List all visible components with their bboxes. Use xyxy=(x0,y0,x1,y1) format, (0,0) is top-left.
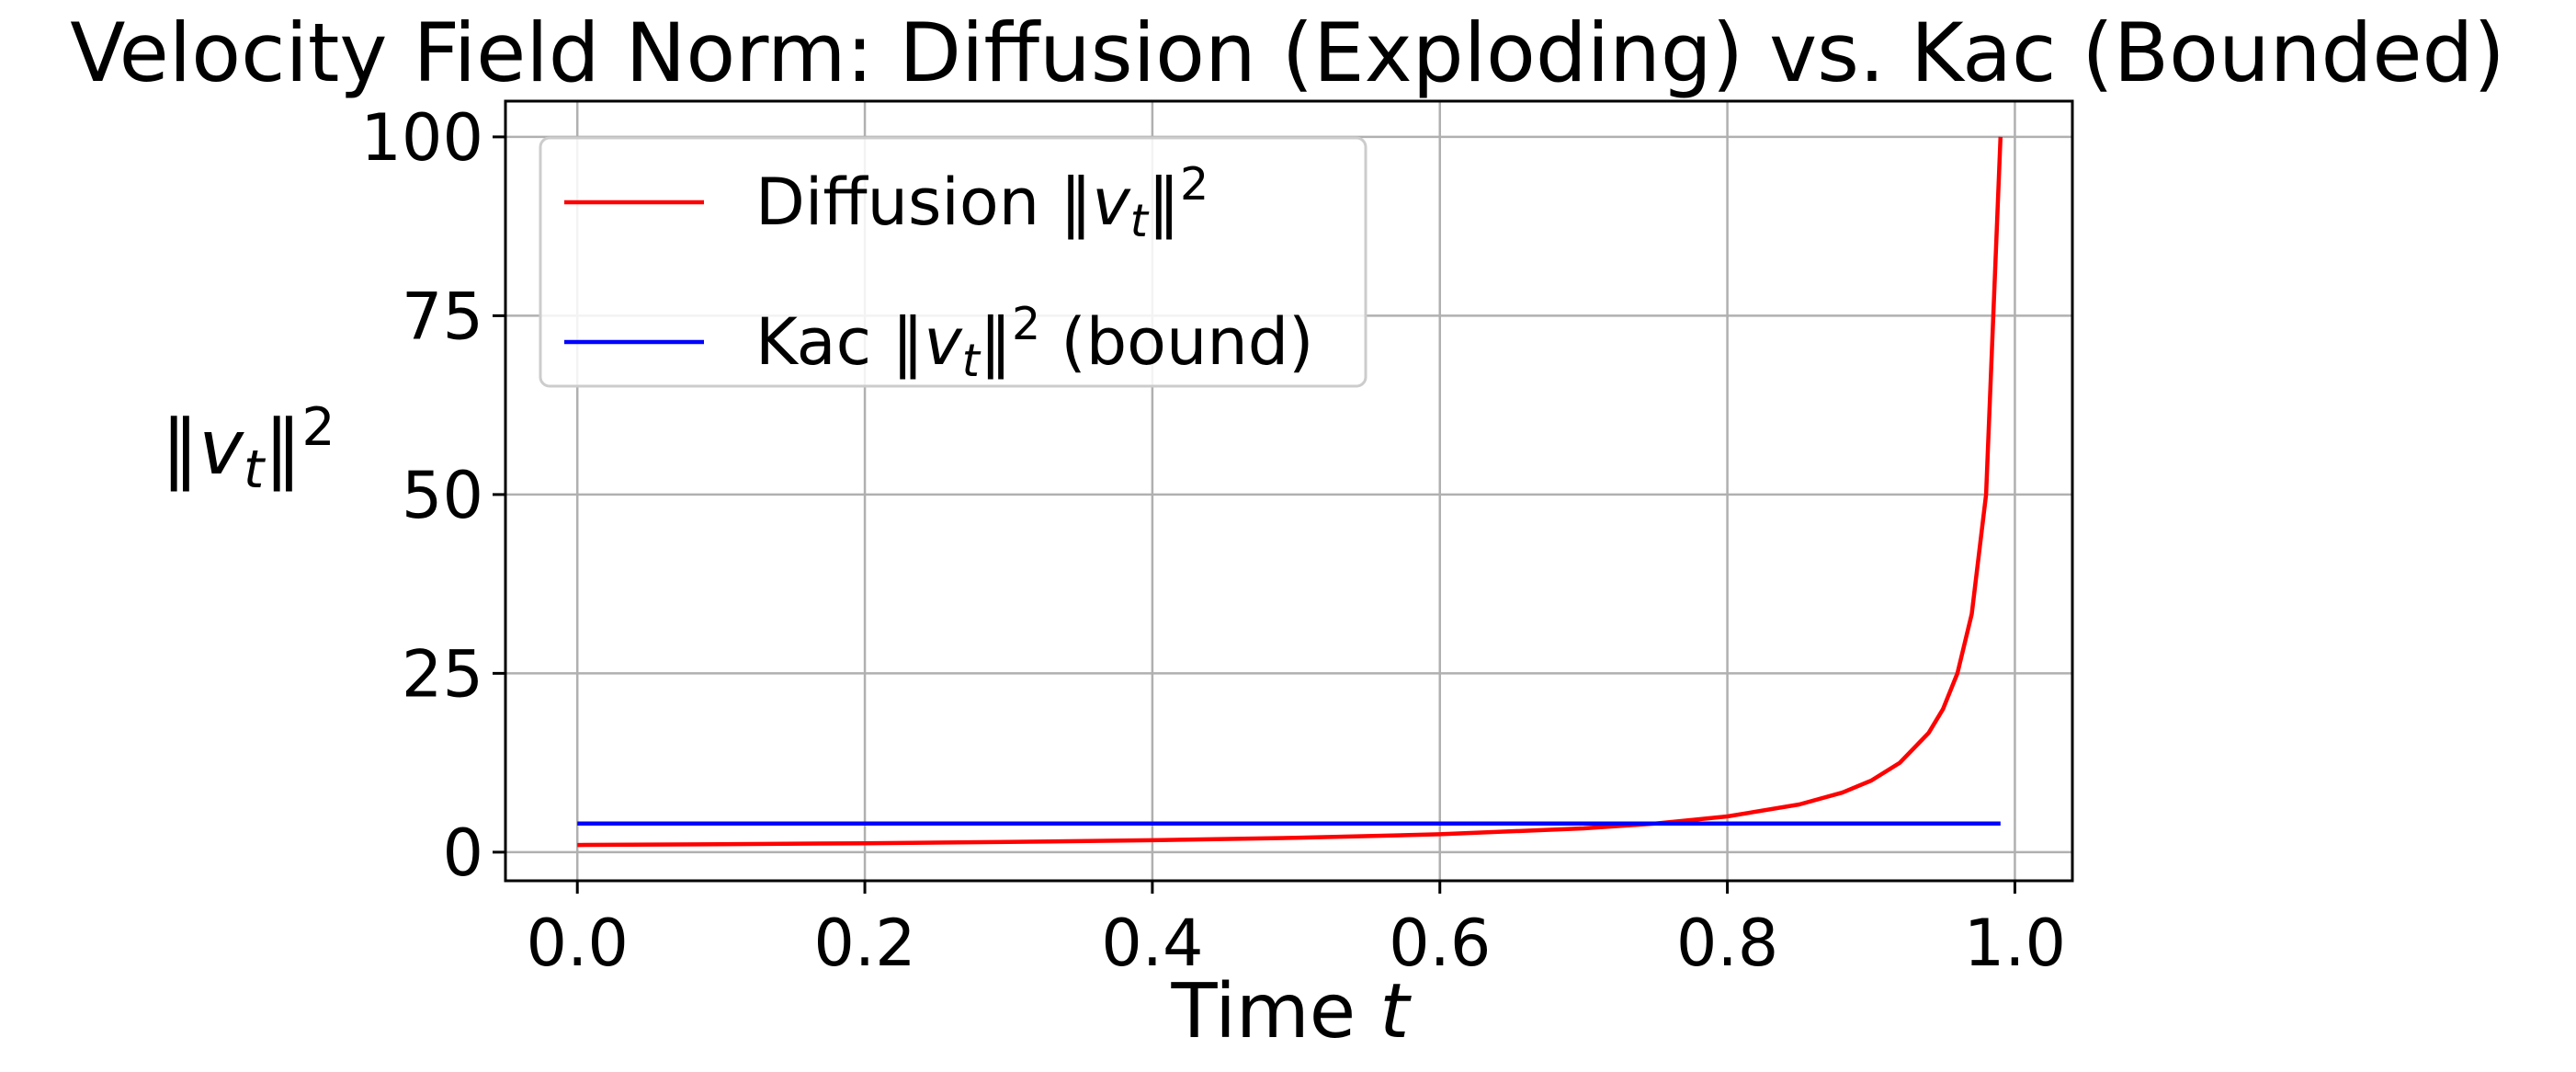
legend-box xyxy=(539,136,1367,388)
x-tick-label: 0.6 xyxy=(1389,906,1491,981)
x-tick-label: 0.4 xyxy=(1101,906,1203,981)
ticks: 0.0 0.2 0.4 0.6 0.8 1.0 0 25 50 75 100 xyxy=(360,100,2066,981)
legend: Diffusion ‖vt‖2​ Kac ‖vt‖2​ (bound) xyxy=(539,136,1367,388)
legend-label-1: Kac ‖vt‖2​ (bound) xyxy=(755,298,1313,387)
y-axis-label: ‖vt‖2​ xyxy=(161,397,335,500)
x-tick-label: 1.0 xyxy=(1964,906,2066,981)
x-tick-label: 0.8 xyxy=(1676,906,1778,981)
series-layer xyxy=(577,136,2003,848)
chart-title: Velocity Field Norm: Diffusion (Explodin… xyxy=(70,6,2504,100)
x-axis-label-var: t xyxy=(1379,968,1412,1055)
y-tick-label: 100 xyxy=(360,100,483,176)
y-tick-label: 0 xyxy=(442,815,483,891)
x-tick-label: 0.2 xyxy=(813,906,915,981)
y-tick-label: 75 xyxy=(402,279,483,354)
x-axis-label-text: Time xyxy=(1171,968,1380,1055)
x-tick-label: 0.0 xyxy=(527,906,629,981)
y-tick-label: 25 xyxy=(402,636,483,712)
x-axis-label: Time t xyxy=(1171,968,1413,1055)
series-line-0 xyxy=(577,136,2003,848)
plot-frame xyxy=(504,99,2074,883)
legend-label-0: Diffusion ‖vt‖2​ xyxy=(755,158,1209,247)
y-tick-label: 50 xyxy=(402,458,483,533)
